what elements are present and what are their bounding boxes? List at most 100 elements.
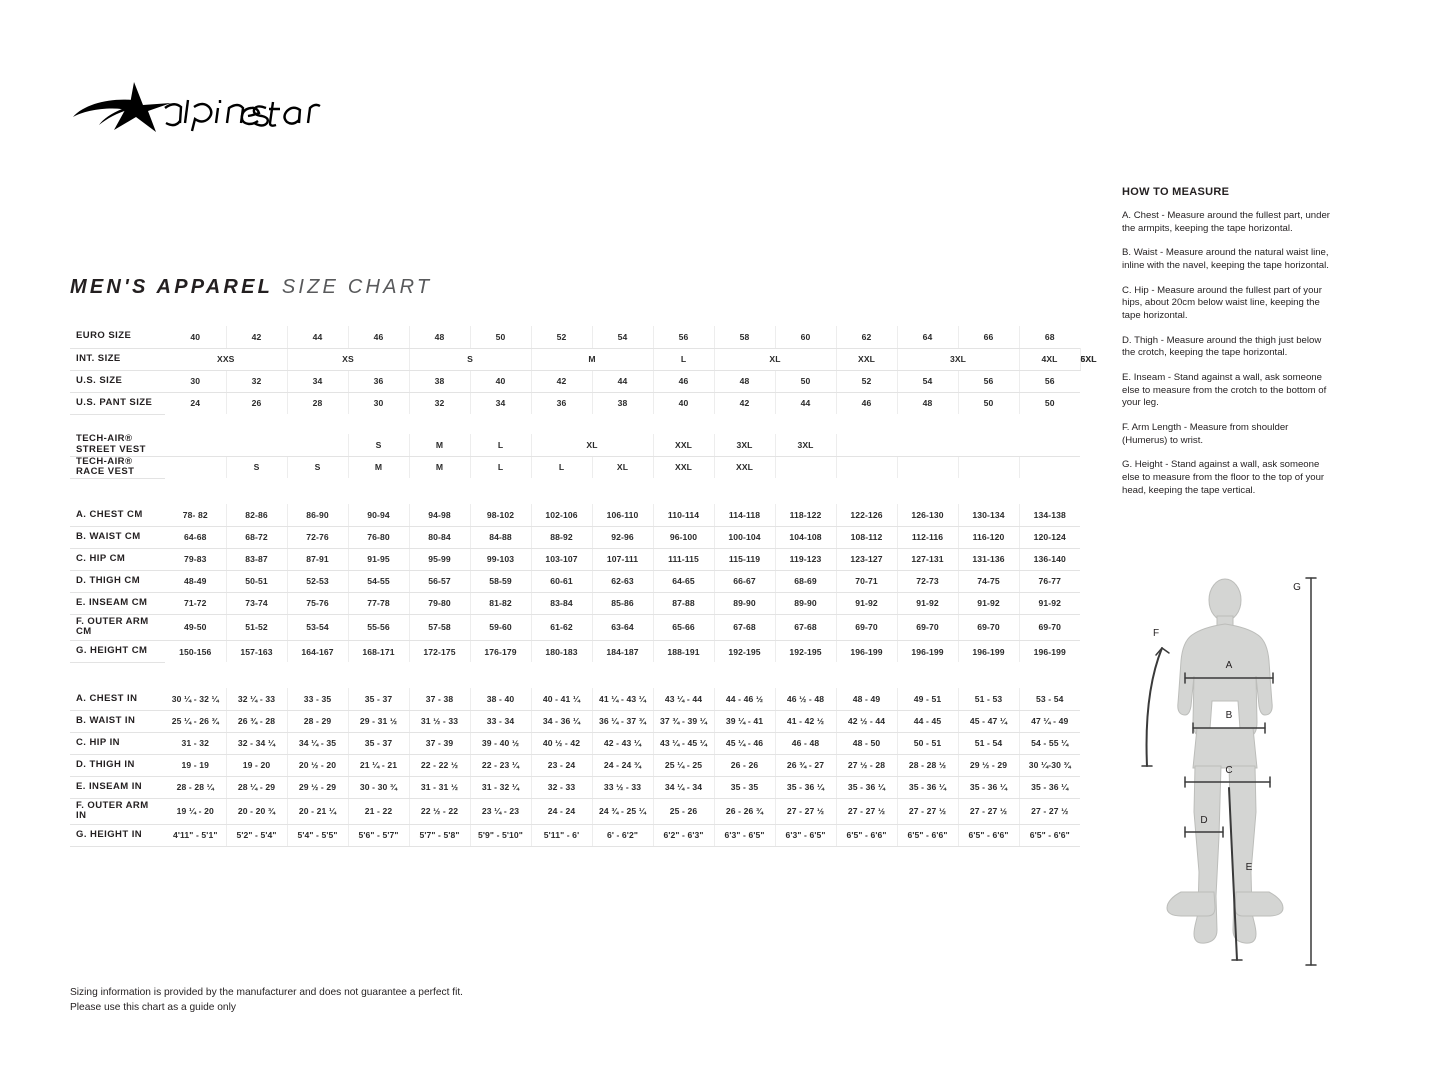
table-row-us_pant_size: U.S. PANT SIZE 24 26 28 30 32 34 36 38 40 42 44 46 48…	[70, 392, 1080, 415]
cell-thigh_in: 26 ¾ - 27	[774, 754, 836, 777]
cell-thigh_in: 23 - 24	[530, 754, 592, 777]
cell-chest_in: 51 - 53	[957, 688, 1019, 711]
row-label-us_pant_size: U.S. PANT SIZE	[70, 392, 165, 415]
cell-thigh_in: 22 - 23 ¼	[469, 754, 531, 777]
cell-hip_cm: 79-83	[165, 548, 226, 571]
cell-inseam_in: 35 - 36 ¼	[774, 776, 836, 799]
cell-height_in: 4'11" - 5'1"	[165, 824, 226, 847]
body-measurement-diagram: A B C D E F G	[1125, 570, 1325, 990]
cell-euro_size: 68	[1018, 326, 1080, 349]
cell-waist_cm: 92-96	[591, 526, 653, 549]
cell-inseam_cm: 91-92	[896, 592, 958, 615]
cell-chest_cm: 126-130	[896, 504, 958, 527]
row-label-outer_arm_cm: F. OUTER ARM CM	[70, 614, 165, 641]
cell-inseam_in: 34 ¼ - 34	[652, 776, 714, 799]
cell-chest_cm: 82-86	[225, 504, 287, 527]
cell-thigh_in: 24 - 24 ¾	[591, 754, 653, 777]
inseam-measure-line	[1228, 787, 1238, 961]
cell-outer_arm_in: 27 - 27 ½	[896, 798, 958, 825]
body-silhouette	[1166, 578, 1284, 944]
cell-waist_cm: 80-84	[408, 526, 470, 549]
cell-hip_in: 54 - 55 ¼	[1018, 732, 1080, 755]
cell-height_cm: 172-175	[408, 640, 470, 663]
cell-height_in: 6' - 6'2"	[591, 824, 653, 847]
cell-outer_arm_in: 22 ½ - 22	[408, 798, 470, 825]
cell-race_vest: XXL	[713, 456, 775, 479]
row-label-outer_arm_in: F. OUTER ARM IN	[70, 798, 165, 825]
cell-waist_cm: 120-124	[1018, 526, 1080, 549]
cell-us_pant_size: 48	[896, 392, 958, 414]
how-to-measure-item: F. Arm Length - Measure from shoulder (H…	[1122, 421, 1289, 446]
cell-chest_cm: 102-106	[530, 504, 592, 527]
cell-chest_cm: 118-122	[774, 504, 836, 527]
cell-race_vest: S	[225, 456, 287, 479]
cell-height_cm: 196-199	[835, 640, 897, 663]
cell-inseam_in: 33 ½ - 33	[591, 776, 653, 799]
cell-outer_arm_in: 27 - 27 ½	[835, 798, 897, 825]
cell-thigh_in: 19 - 20	[225, 754, 287, 777]
cell-thigh_in: 28 - 28 ½	[896, 754, 958, 777]
cell-hip_in: 34 ¼ - 35	[286, 732, 348, 755]
cell-waist_in: 39 ¼ - 41	[713, 710, 775, 733]
cell-race_vest	[774, 456, 836, 479]
figure-label-arm: F	[1153, 628, 1159, 639]
cell-chest_in: 46 ½ - 48	[774, 688, 836, 711]
cell-chest_in: 53 - 54	[1018, 688, 1080, 711]
cell-hip_in: 32 - 34 ¼	[225, 732, 287, 755]
cell-outer_arm_in: 19 ¼ - 20	[165, 798, 226, 825]
cell-outer_arm_in: 24 ¾ - 25 ¼	[591, 798, 653, 825]
table-row-thigh_cm: D. THIGH CM 48-49 50-51 52-53 54-55 56-57 58-5…	[70, 570, 1080, 593]
cell-thigh_cm: 66-67	[713, 570, 775, 593]
cell-us_size: 42	[530, 370, 592, 393]
cell-euro_size: 66	[957, 326, 1019, 349]
cell-waist_in: 42 ½ - 44	[835, 710, 897, 733]
cell-outer_arm_in: 27 - 27 ½	[957, 798, 1019, 825]
cell-euro_size: 56	[652, 326, 714, 349]
cell-height_cm: 184-187	[591, 640, 653, 663]
cell-inseam_cm: 83-84	[530, 592, 592, 615]
how-to-measure-heading: HOW TO MEASURE	[1122, 186, 1230, 198]
cell-thigh_cm: 60-61	[530, 570, 592, 593]
cell-chest_cm: 98-102	[469, 504, 531, 527]
cell-height_cm: 192-195	[713, 640, 775, 663]
cell-thigh_cm: 64-65	[652, 570, 714, 593]
cell-outer_arm_cm: 49-50	[165, 614, 226, 641]
cell-hip_cm: 115-119	[713, 548, 775, 571]
cell-race_vest: M	[408, 456, 470, 479]
cell-thigh_in: 26 - 26	[713, 754, 775, 777]
cell-euro_size: 46	[347, 326, 409, 349]
cell-outer_arm_in: 26 - 26 ¾	[713, 798, 775, 825]
cell-chest_cm: 114-118	[713, 504, 775, 527]
table-row-euro_size: EURO SIZE 40 42 44 46 48 50 52 54 56 58 60 62 64 66 68	[70, 326, 1080, 349]
cell-inseam_cm: 79-80	[408, 592, 470, 615]
figure-label-thigh: D	[1200, 815, 1207, 826]
cell-hip_cm: 91-95	[347, 548, 409, 571]
table-row-inseam_in: E. INSEAM IN 28 - 28 ¼ 28 ¼ - 29 29 ½ - 29 3…	[70, 776, 1080, 799]
cell-euro_size: 54	[591, 326, 653, 349]
cell-us_size: 56	[1018, 370, 1080, 393]
cell-chest_in: 44 - 46 ½	[713, 688, 775, 711]
cell-race_vest	[957, 456, 1019, 479]
cell-outer_arm_cm: 69-70	[835, 614, 897, 641]
cell-waist_cm: 88-92	[530, 526, 592, 549]
cell-waist_cm: 104-108	[774, 526, 836, 549]
figure-label-waist: B	[1226, 710, 1233, 721]
page-title: MEN'S APPAREL SIZE CHART	[70, 276, 432, 299]
cell-hip_cm: 99-103	[469, 548, 531, 571]
cell-outer_arm_cm: 63-64	[591, 614, 653, 641]
cell-outer_arm_cm: 57-58	[408, 614, 470, 641]
row-label-hip_cm: C. HIP CM	[70, 548, 165, 571]
cell-hip_cm: 103-107	[530, 548, 592, 571]
cell-thigh_cm: 72-73	[896, 570, 958, 593]
cell-us_size: 40	[469, 370, 531, 393]
cell-height_in: 6'2" - 6'3"	[652, 824, 714, 847]
cell-race_vest	[1018, 456, 1080, 479]
figure-label-chest: A	[1226, 660, 1233, 671]
cell-waist_cm: 84-88	[469, 526, 531, 549]
cell-inseam_cm: 91-92	[835, 592, 897, 615]
cell-outer_arm_cm: 67-68	[713, 614, 775, 641]
cell-hip_in: 35 - 37	[347, 732, 409, 755]
cell-us_pant_size: 28	[286, 392, 348, 414]
cell-outer_arm_cm: 55-56	[347, 614, 409, 641]
cell-height_in: 6'3" - 6'5"	[713, 824, 775, 847]
